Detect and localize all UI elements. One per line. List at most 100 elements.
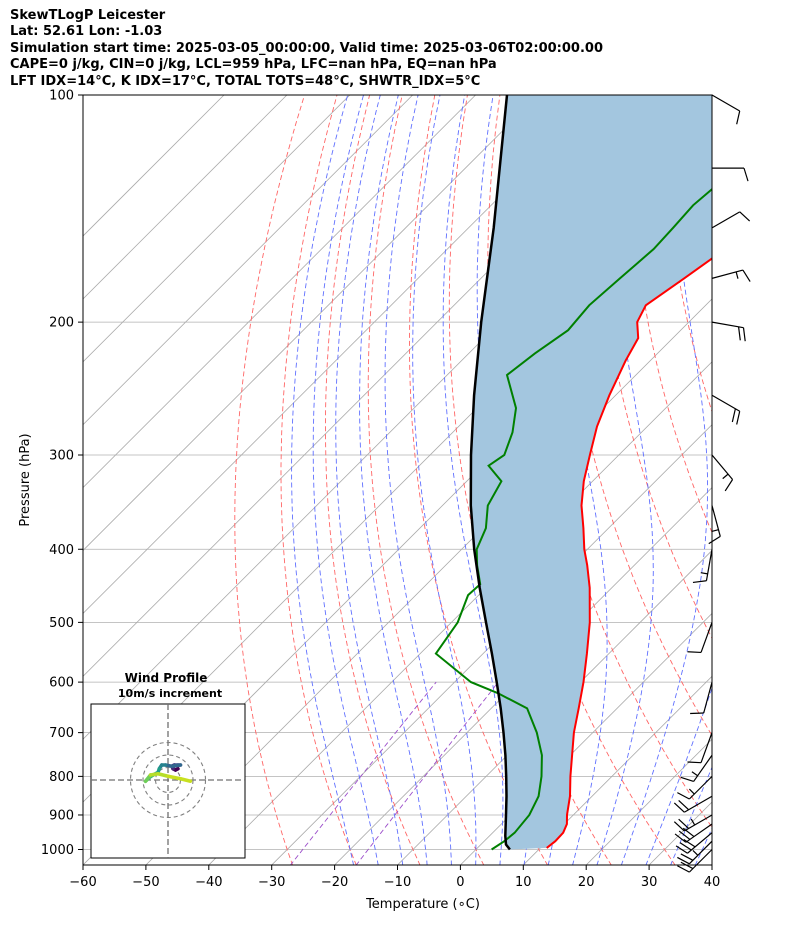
hodograph-ring (142, 754, 194, 806)
barb-flag (743, 167, 749, 182)
moist-adiabat (412, 95, 477, 865)
barb-flag (680, 853, 694, 861)
y-tick-label: 1000 (41, 843, 74, 858)
dry-adiabat (662, 95, 712, 413)
isotherm (83, 95, 539, 552)
y-tick-label: 700 (49, 726, 74, 741)
wind-barb (673, 814, 713, 832)
barb-half-flag (692, 849, 699, 856)
barb-flag (673, 821, 685, 832)
wind-barb (690, 681, 713, 715)
x-axis-label: Temperature (∘C) (365, 897, 480, 912)
isotherm (334, 487, 712, 865)
isotherm (522, 675, 712, 865)
title-line-indices-1: CAPE=0 j/kg, CIN=0 j/kg, LCL=959 hPa, LF… (10, 57, 497, 73)
x-tick-label: 0 (456, 875, 464, 890)
dry-adiabat (728, 95, 794, 866)
wind-barb (675, 832, 713, 854)
dry-adiabat (367, 95, 485, 865)
wind-barb (712, 167, 749, 182)
barb-staff (703, 681, 713, 714)
hodograph-subtitle: 10m/s increment (118, 687, 222, 700)
barb-staff (685, 823, 713, 843)
dry-adiabat (280, 95, 357, 865)
wind-barb (711, 94, 741, 125)
moist-adiabat (670, 766, 712, 865)
wind-barb (711, 394, 741, 425)
isotherm (83, 95, 351, 363)
barb-half-flag (735, 271, 739, 279)
x-tick-label: 10 (515, 875, 532, 890)
x-tick-label: −30 (258, 875, 285, 890)
wind-barb (692, 549, 713, 584)
barb-staff (693, 754, 713, 782)
y-axis-label: Pressure (hPa) (18, 433, 33, 526)
barb-staff (711, 321, 744, 329)
isotherm (711, 864, 712, 865)
y-tick-label: 400 (49, 543, 74, 558)
barb-flag (737, 326, 741, 341)
moist-adiabat (291, 95, 354, 865)
hodograph-title: Wind Profile (125, 671, 208, 685)
hodograph-trace-segment (178, 777, 193, 783)
parcel-path-line (469, 95, 511, 851)
hodograph-inset: Wind Profile 10m/s increment (90, 671, 246, 859)
barb-staff (711, 394, 741, 412)
isotherm (208, 361, 712, 865)
barb-staff (711, 505, 721, 537)
barb-flag (678, 818, 690, 829)
barb-flag (687, 761, 702, 764)
barb-flag (680, 776, 694, 783)
barb-half-flag (688, 788, 695, 795)
x-tick-label: 20 (578, 875, 595, 890)
barb-staff (683, 795, 713, 813)
wind-barb (680, 754, 713, 783)
isotherm (459, 612, 712, 865)
barb-flag (724, 479, 734, 492)
plot-area (83, 95, 794, 866)
hodograph-ring (129, 741, 207, 819)
barb-staff (705, 549, 713, 581)
barb-flag (677, 865, 690, 873)
moist-adiabat (596, 95, 654, 865)
moist-adiabat (359, 95, 428, 865)
barb-half-flag (700, 572, 708, 575)
x-tick-label: −10 (384, 875, 411, 890)
dry-adiabat (595, 95, 712, 640)
x-tick-label: 30 (641, 875, 658, 890)
moist-adiabat (620, 95, 709, 865)
mixing-ratio-line (289, 681, 437, 865)
barb-flag (674, 833, 687, 843)
moist-adiabat (384, 95, 452, 865)
barb-staff (683, 814, 713, 832)
wind-barb (673, 795, 713, 813)
isotherm (83, 95, 476, 489)
isotherm (83, 95, 225, 237)
title-line-location: Lat: 52.61 Lon: -1.03 (10, 24, 163, 40)
barb-staff (688, 840, 713, 865)
y-tick-label: 200 (49, 316, 74, 331)
isotherm (83, 95, 288, 300)
barb-staff (711, 454, 734, 480)
wind-barb (711, 454, 734, 492)
wind-barb (687, 732, 713, 764)
barb-flag (677, 792, 690, 800)
barb-flag (739, 211, 751, 222)
moist-adiabat (312, 95, 379, 865)
barb-flag (675, 845, 688, 854)
barb-flag (692, 580, 707, 584)
chart-title: SkewTLogP Leicester Lat: 52.61 Lon: -1.0… (10, 8, 603, 90)
isotherm (83, 95, 602, 614)
hodograph-trace-segment (166, 774, 183, 781)
x-tick-label: 40 (704, 875, 721, 890)
barb-flag (736, 411, 741, 425)
barb-half-flag (722, 473, 729, 480)
moist-adiabat (335, 95, 404, 865)
barb-half-flag (691, 771, 699, 777)
barb-flag (677, 856, 690, 865)
barb-half-flag (690, 818, 696, 826)
title-line-indices-2: LFT IDX=14°C, K IDX=17°C, TOTAL TOTS=48°… (10, 73, 481, 89)
temperature-line (546, 257, 712, 849)
barb-flag (731, 408, 736, 423)
